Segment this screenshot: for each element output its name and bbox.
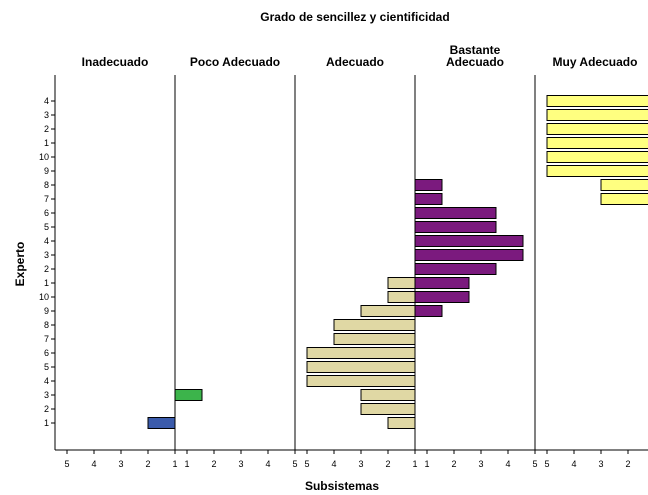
y-tick-label-4: 10 [39,152,49,162]
y-tick-label-17: 7 [44,334,49,344]
panel-header-1-line-0: Poco Adecuado [190,55,280,69]
y-tick-label-21: 3 [44,390,49,400]
x-tick-p0-2-label: 3 [118,459,123,469]
panel-header-3-line-1: Adecuado [446,55,504,69]
bar-adecuado-row-4 [306,375,416,387]
x-tick-p2-2-label: 3 [358,459,363,469]
x-tick-p2-1-label: 4 [331,459,336,469]
bar-adecuado-row-10 [387,291,416,303]
bar-adecuado-row-7 [333,333,416,345]
x-tick-p4-0-label: 5 [544,459,549,469]
x-tick-p0-1-label: 4 [91,459,96,469]
panel-headers: Inadecuado Poco Adecuado AdecuadoBastanteA… [82,43,638,69]
bar-bastante-adecuado-row-10 [414,291,470,303]
x-tick-p4-1-label: 4 [571,459,576,469]
bar-adecuado-row-2 [360,403,416,415]
bars [147,95,648,429]
y-tick-label-11: 3 [44,250,49,260]
x-tick-p1-4-label: 5 [292,459,297,469]
y-tick-label-8: 6 [44,208,49,218]
x-axis-label: Subsistemas [305,479,379,493]
y-tick-label-13: 1 [44,278,49,288]
x-tick-p3-4-label: 5 [532,459,537,469]
bar-bastante-adecuado-row-18 [414,179,443,191]
y-tick-label-0: 4 [44,96,49,106]
bar-bastante-adecuado-row-13 [414,249,524,261]
y-tick-label-19: 5 [44,362,49,372]
y-tick-label-2: 2 [44,124,49,134]
x-tick-p1-2-label: 3 [238,459,243,469]
x-tick-p2-4-label: 1 [412,459,417,469]
bar-adecuado-row-6 [306,347,416,359]
x-tick-p0-4-label: 1 [172,459,177,469]
x-tick-p4-3-label: 2 [625,459,630,469]
y-tick-label-12: 2 [44,264,49,274]
bar-muy-adecuado-row-23 [546,109,648,121]
y-tick-label-20: 4 [44,376,49,386]
bar-muy-adecuado-row-24 [546,95,648,107]
chart-title: Grado de sencillez y cientificidad [260,10,449,24]
y-tick-label-10: 4 [44,236,49,246]
bar-bastante-adecuado-row-9 [414,305,443,317]
panel-header-4-line-0: Muy Adecuado [553,55,638,69]
bar-muy-adecuado-row-17 [600,193,648,205]
bar-muy-adecuado-row-18 [600,179,648,191]
bar-bastante-adecuado-row-17 [414,193,443,205]
bar-bastante-adecuado-row-15 [414,221,497,233]
x-tick-p3-3-label: 4 [505,459,510,469]
y-tick-label-1: 3 [44,110,49,120]
plot-frame [54,75,648,451]
bar-adecuado-row-5 [306,361,416,373]
bar-bastante-adecuado-row-14 [414,235,524,247]
x-tick-p4-2-label: 3 [598,459,603,469]
bar-adecuado-row-8 [333,319,416,331]
y-tick-label-15: 9 [44,306,49,316]
x-tick-p1-0-label: 1 [184,459,189,469]
bar-bastante-adecuado-row-12 [414,263,497,275]
bar-muy-adecuado-row-22 [546,123,648,135]
y-axis-label: Experto [13,242,27,287]
y-tick-label-7: 7 [44,194,49,204]
bar-adecuado-row-3 [360,389,416,401]
y-tick-label-16: 8 [44,320,49,330]
y-tick-label-3: 1 [44,138,49,148]
bar-adecuado-row-1 [387,417,416,429]
y-tick-label-5: 9 [44,166,49,176]
bar-inadecuado-row-1 [147,417,176,429]
panel-header-2-line-0: Adecuado [326,55,384,69]
y-tick-label-18: 6 [44,348,49,358]
y-tick-label-23: 1 [44,418,49,428]
bar-adecuado-row-11 [387,277,416,289]
y-tick-label-6: 8 [44,180,49,190]
x-tick-p2-3-label: 2 [385,459,390,469]
x-tick-p2-0-label: 5 [304,459,309,469]
x-tick-p1-1-label: 2 [211,459,216,469]
panel-header-3-line-0: Bastante [450,43,501,57]
bar-muy-adecuado-row-19 [546,165,648,177]
bar-bastante-adecuado-row-16 [414,207,497,219]
x-tick-p3-2-label: 3 [478,459,483,469]
y-tick-label-9: 5 [44,222,49,232]
x-tick-p1-3-label: 4 [265,459,270,469]
panel-header-0-line-0: Inadecuado [82,55,149,69]
x-tick-p3-0-label: 1 [424,459,429,469]
bar-muy-adecuado-row-20 [546,151,648,163]
x-tick-p0-3-label: 2 [145,459,150,469]
y-axis-ticks: 4 3 2 1 10 9 8 7 6 5 4 3 2 1 10 9 8 7 6 5 4 3 2 1 [39,96,55,428]
bar-muy-adecuado-row-21 [546,137,648,149]
x-tick-p0-0-label: 5 [64,459,69,469]
y-tick-label-14: 10 [39,292,49,302]
x-tick-p3-1-label: 2 [451,459,456,469]
bar-adecuado-row-9 [360,305,416,317]
bar-bastante-adecuado-row-11 [414,277,470,289]
y-tick-label-22: 2 [44,404,49,414]
bar-poco-adecuado-row-3 [174,389,203,401]
